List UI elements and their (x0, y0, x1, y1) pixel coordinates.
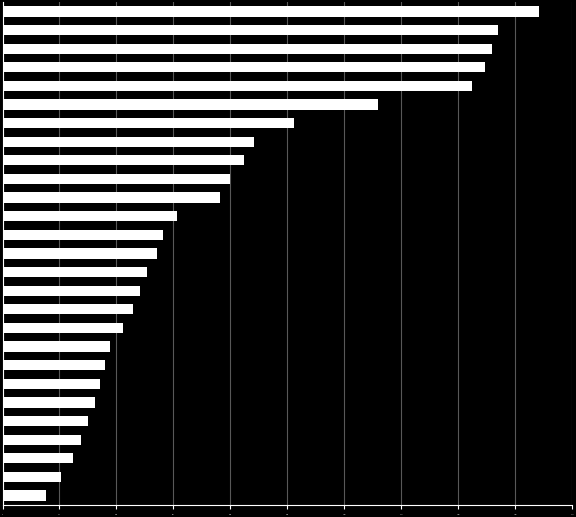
Bar (2, 304, 133, 314)
Bar (2, 211, 177, 221)
Bar (2, 379, 100, 389)
Bar (2, 416, 88, 426)
Bar (2, 285, 140, 296)
Bar (2, 341, 110, 352)
Bar (2, 155, 244, 165)
Bar (2, 248, 157, 258)
Bar (2, 472, 61, 482)
Bar (2, 360, 105, 370)
Bar (2, 81, 472, 91)
Bar (2, 323, 123, 333)
Bar (2, 99, 378, 110)
Bar (2, 136, 254, 147)
Bar (2, 192, 221, 203)
Bar (2, 62, 485, 72)
Bar (2, 25, 498, 35)
Bar (2, 230, 164, 240)
Bar (2, 453, 73, 463)
Bar (2, 6, 539, 17)
Bar (2, 174, 230, 184)
Bar (2, 398, 94, 407)
Bar (2, 118, 294, 128)
Bar (2, 435, 81, 445)
Bar (2, 43, 492, 54)
Bar (2, 491, 46, 500)
Bar (2, 267, 147, 277)
